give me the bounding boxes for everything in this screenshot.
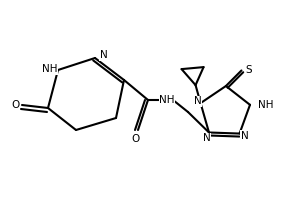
Text: N: N (203, 133, 211, 143)
Text: NH: NH (159, 95, 175, 105)
Text: O: O (11, 100, 19, 110)
Text: N: N (241, 131, 248, 141)
Text: N: N (194, 96, 201, 106)
Text: NH: NH (42, 64, 58, 74)
Text: NH: NH (258, 100, 274, 110)
Text: S: S (245, 65, 252, 75)
Text: O: O (132, 134, 140, 144)
Text: N: N (100, 50, 108, 60)
